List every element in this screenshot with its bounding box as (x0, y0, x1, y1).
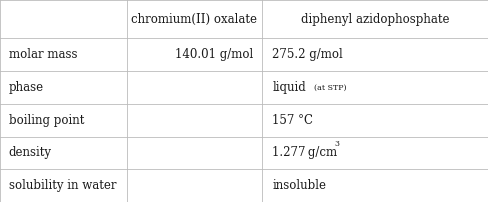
Text: diphenyl azidophosphate: diphenyl azidophosphate (301, 13, 448, 26)
Text: insoluble: insoluble (272, 179, 325, 192)
Text: 157 °C: 157 °C (272, 114, 313, 127)
Text: liquid: liquid (272, 81, 305, 94)
Text: molar mass: molar mass (9, 48, 77, 61)
Text: boiling point: boiling point (9, 114, 84, 127)
Text: 1.277 g/cm: 1.277 g/cm (272, 146, 337, 159)
Text: density: density (9, 146, 52, 159)
Text: 275.2 g/mol: 275.2 g/mol (272, 48, 343, 61)
Text: solubility in water: solubility in water (9, 179, 116, 192)
Text: 3: 3 (334, 140, 339, 148)
Text: chromium(II) oxalate: chromium(II) oxalate (131, 13, 257, 26)
Text: 140.01 g/mol: 140.01 g/mol (174, 48, 252, 61)
Text: (at STP): (at STP) (313, 83, 346, 92)
Text: phase: phase (9, 81, 44, 94)
